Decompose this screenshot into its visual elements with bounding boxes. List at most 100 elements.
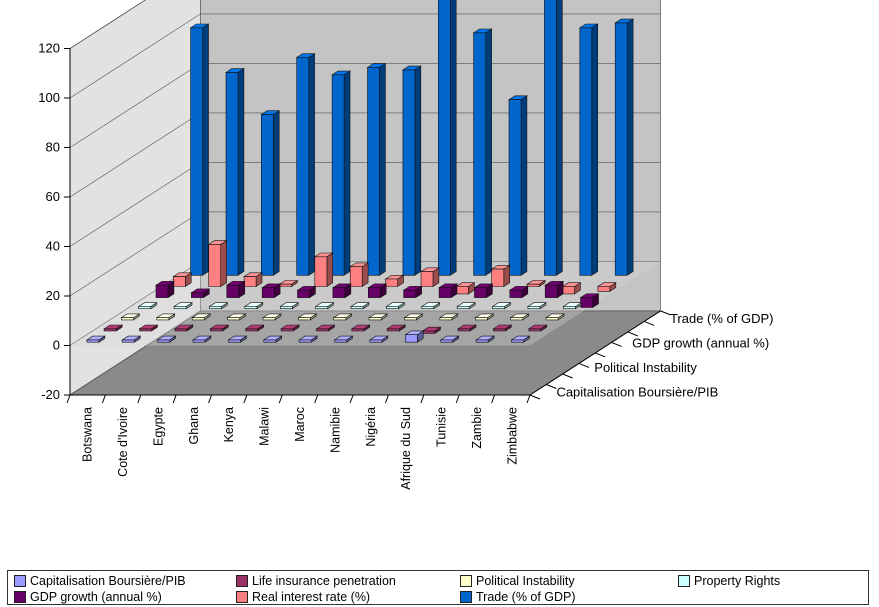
chart-svg: 120 100 80 60 40 20 0 -20 Botswana Cote d'Ivoire E… bbox=[38, 0, 774, 490]
legend-swatch bbox=[236, 590, 248, 603]
bar bbox=[493, 328, 506, 332]
x-tick bbox=[314, 394, 319, 404]
bar bbox=[439, 317, 453, 321]
x-tick bbox=[278, 394, 283, 404]
bar bbox=[562, 306, 576, 310]
bar bbox=[544, 0, 557, 276]
y-tick-label: 20 bbox=[46, 288, 60, 303]
legend-item: Capitalisation Boursière/PIB bbox=[14, 573, 186, 588]
bar bbox=[403, 289, 417, 298]
bar bbox=[350, 306, 364, 310]
depth-tick bbox=[546, 384, 557, 389]
bar bbox=[475, 339, 489, 343]
depth-tick bbox=[611, 341, 622, 347]
legend-label: Life insurance penetration bbox=[252, 573, 396, 588]
x-tick-label: Cote d'Ivoire bbox=[116, 407, 130, 477]
bar bbox=[510, 317, 524, 321]
bar bbox=[296, 57, 310, 276]
depth-axis-label: GDP growth (annual %) bbox=[632, 335, 769, 350]
bar bbox=[139, 328, 152, 332]
gridline bbox=[69, 310, 661, 396]
bar bbox=[579, 27, 593, 276]
legend-label: Real interest rate (%) bbox=[252, 589, 371, 604]
bar bbox=[209, 306, 222, 310]
bar bbox=[404, 334, 418, 343]
bar bbox=[420, 271, 434, 287]
bar bbox=[456, 286, 469, 295]
x-tick-label: Ghana bbox=[187, 407, 201, 445]
bar bbox=[173, 276, 186, 287]
legend-swatch bbox=[678, 574, 690, 587]
bar bbox=[438, 287, 452, 298]
legend-label: Property Rights bbox=[694, 573, 781, 588]
legend-label: GDP growth (annual %) bbox=[30, 589, 162, 604]
bar bbox=[138, 306, 151, 310]
x-tick bbox=[420, 394, 425, 404]
x-tick-label: Nigéria bbox=[364, 407, 378, 447]
bar bbox=[385, 278, 398, 287]
bar bbox=[174, 328, 188, 332]
x-tick bbox=[455, 394, 460, 404]
x-tick bbox=[243, 394, 248, 404]
bar-side bbox=[379, 63, 386, 276]
depth-tick bbox=[660, 310, 671, 316]
bar bbox=[562, 286, 575, 295]
bar bbox=[280, 328, 294, 332]
x-tick-label: Kenya bbox=[222, 407, 236, 442]
legend-swatch bbox=[14, 574, 26, 587]
y-tick-label: 120 bbox=[38, 41, 60, 56]
bar-side bbox=[520, 95, 528, 276]
depth-tick bbox=[595, 352, 606, 358]
bar bbox=[298, 317, 311, 321]
bar-side bbox=[273, 110, 280, 276]
bar bbox=[402, 69, 416, 276]
bar bbox=[509, 289, 523, 298]
legend-item: Life insurance penetration bbox=[236, 573, 396, 588]
y-tick-label: -20 bbox=[41, 387, 60, 402]
x-tick-label: Tunisie bbox=[435, 407, 449, 447]
bar bbox=[333, 317, 347, 321]
bar bbox=[191, 317, 205, 321]
bar bbox=[421, 306, 435, 310]
x-tick-label: Namibie bbox=[328, 407, 342, 453]
bar-side bbox=[626, 18, 634, 276]
bar bbox=[86, 339, 100, 343]
bar bbox=[261, 287, 275, 298]
x-tick-label: Maroc bbox=[293, 407, 307, 442]
bar bbox=[473, 32, 487, 276]
legend-item: Property Rights bbox=[678, 573, 780, 588]
gridline bbox=[69, 0, 146, 49]
bar bbox=[351, 328, 365, 332]
bar bbox=[260, 114, 274, 276]
bar bbox=[227, 317, 240, 321]
bar bbox=[457, 328, 471, 332]
bar bbox=[225, 72, 239, 276]
bar-side bbox=[343, 70, 351, 276]
bar bbox=[157, 339, 170, 343]
y-tick-label: 0 bbox=[53, 338, 60, 353]
x-tick bbox=[137, 394, 142, 404]
depth-axis-label: Capitalisation Boursière/PIB bbox=[556, 384, 718, 399]
bar bbox=[526, 283, 540, 287]
bar bbox=[474, 317, 488, 321]
bar bbox=[368, 317, 382, 321]
bar bbox=[121, 339, 135, 343]
legend-swatch bbox=[460, 574, 472, 587]
y-tick-label: 100 bbox=[38, 90, 60, 105]
legend-item: Trade (% of GDP) bbox=[460, 589, 576, 604]
bar-side bbox=[449, 0, 457, 276]
x-tick bbox=[66, 394, 71, 404]
depth-tick bbox=[562, 373, 573, 379]
bar-side bbox=[308, 53, 315, 276]
bar bbox=[386, 306, 399, 310]
bar bbox=[226, 284, 240, 298]
depth-tick bbox=[627, 331, 639, 337]
depth-tick bbox=[529, 394, 541, 400]
legend-label: Political Instability bbox=[476, 573, 575, 588]
bar bbox=[580, 297, 593, 308]
bar-side bbox=[237, 68, 245, 276]
bar bbox=[369, 339, 383, 343]
bar bbox=[191, 292, 204, 298]
x-tick bbox=[526, 394, 531, 404]
x-tick-label: Botswana bbox=[81, 407, 95, 462]
